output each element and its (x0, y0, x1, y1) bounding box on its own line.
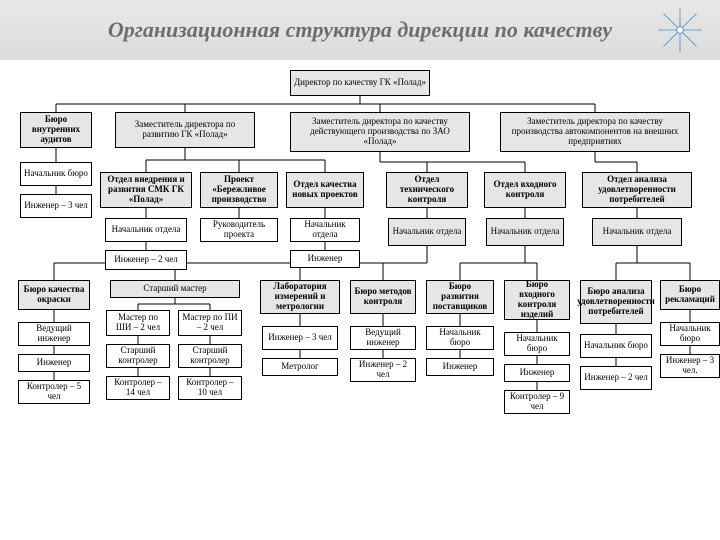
snowflake-icon (658, 8, 702, 52)
org-node-d5: Бюро развития поставщиков (426, 280, 494, 314)
org-node-d3e2: Метролог (262, 358, 338, 376)
header: Организационная структура дирекции по ка… (0, 0, 720, 60)
org-node-b3c2: Инженер (290, 250, 360, 268)
org-node-b1c2: Инженер – 2 чел (105, 250, 187, 270)
org-node-d7e2: Инженер – 2 чел (580, 366, 652, 390)
org-node-d5e1: Начальник бюро (426, 326, 494, 350)
org-node-b6c1: Начальник отдела (592, 218, 682, 246)
org-node-root: Директор по качеству ГК «Полад» (290, 70, 430, 96)
org-node-a4: Заместитель директора по качеству произв… (500, 112, 690, 152)
org-node-a1b1: Начальник бюро (20, 162, 92, 186)
org-node-d2e1: Мастер по ШИ – 2 чел (106, 310, 170, 336)
org-node-b3c1: Начальник отдела (290, 218, 360, 242)
org-node-a1b2: Инженер – 3 чел (20, 194, 92, 218)
org-node-d4: Бюро методов контроля (350, 280, 416, 314)
org-node-d3: Лаборатория измерений и метрологии (260, 280, 340, 314)
org-node-d2e5: Контролер – 14 чел (106, 376, 170, 400)
org-node-d6e3: Контролер – 9 чел (504, 390, 570, 414)
org-node-d2e3: Старший контролер (106, 344, 170, 368)
org-node-b1c1: Начальник отдела (105, 218, 187, 242)
org-node-d7: Бюро анализа удовлетворенности потребите… (580, 280, 652, 324)
org-node-b2c1: Руководитель проекта (200, 218, 278, 242)
org-node-d2e6: Контролер – 10 чел (178, 376, 242, 400)
org-node-b4: Отдел технического контроля (386, 172, 468, 208)
org-node-a3: Заместитель директора по качеству действ… (290, 112, 470, 152)
org-node-d3e1: Инженер – 3 чел (262, 326, 338, 350)
org-node-d2e2: Мастер по ПИ – 2 чел (178, 310, 242, 336)
org-node-d8e2: Инженер – 3 чел. (660, 354, 720, 378)
org-node-d6e1: Начальник бюро (504, 332, 570, 356)
org-node-d6e2: Инженер (504, 364, 570, 382)
org-node-d4e2: Инженер – 2 чел (350, 358, 416, 382)
org-node-d4e1: Ведущий инженер (350, 326, 416, 350)
org-node-d8: Бюро рекламаций (660, 280, 720, 310)
org-node-d7e1: Начальник бюро (580, 334, 652, 358)
org-node-a1: Бюро внутренних аудитов (20, 112, 92, 148)
org-node-d1e2: Инженер (18, 354, 90, 372)
org-node-a2: Заместитель директора по развитию ГК «По… (115, 112, 255, 148)
org-chart: Директор по качеству ГК «Полад» Бюро внут… (10, 70, 710, 530)
org-node-d2e4: Старший контролер (178, 344, 242, 368)
org-node-b2: Проект «Бережливое производство (200, 172, 278, 208)
org-node-b3: Отдел качества новых проектов (286, 172, 364, 208)
page-title: Организационная структура дирекции по ка… (108, 18, 612, 42)
org-node-d1: Бюро качества окраски (18, 280, 90, 310)
org-node-d8e1: Начальник бюро (660, 322, 720, 346)
org-node-d2: Старший мастер (110, 280, 240, 298)
org-node-b1: Отдел внедрения и развития СМК ГК «Полад… (100, 172, 192, 208)
org-node-d6: Бюро входного контроля изделий (504, 280, 570, 320)
org-node-b6: Отдел анализа удовлетворенности потребит… (582, 172, 692, 208)
org-node-b5c1: Начальник отдела (486, 218, 564, 246)
org-node-d1e1: Ведущий инженер (18, 322, 90, 346)
org-node-d1e3: Контролер – 5 чел (18, 380, 90, 404)
org-node-b4c1: Начальник отдела (388, 218, 466, 246)
org-node-b5: Отдел входного контроля (484, 172, 566, 208)
org-node-d5e2: Инженер (426, 358, 494, 376)
